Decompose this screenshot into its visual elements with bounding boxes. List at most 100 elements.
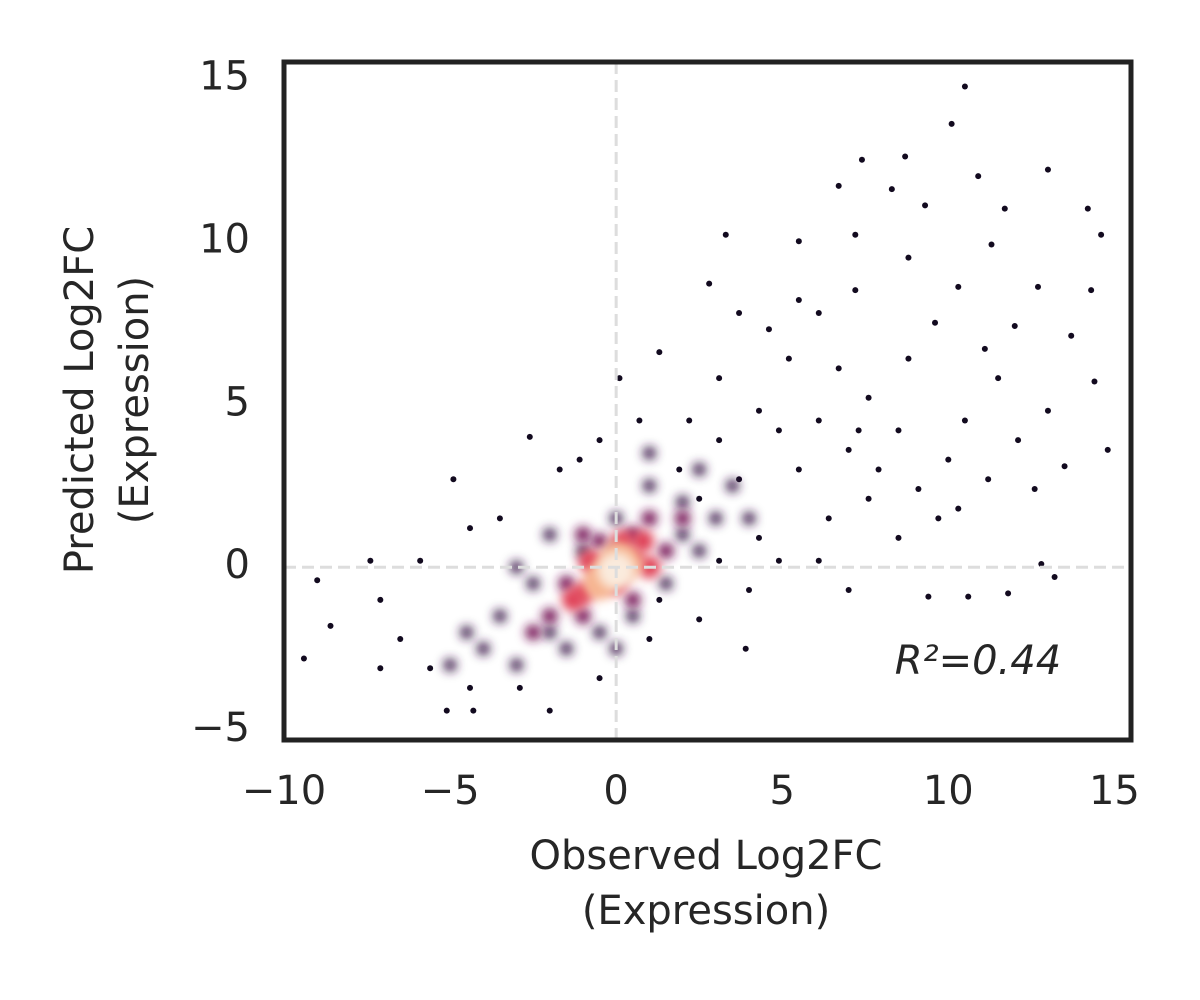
point: [526, 433, 533, 440]
point: [377, 665, 384, 672]
point: [852, 287, 859, 294]
point: [596, 437, 603, 444]
point: [676, 466, 683, 473]
point: [467, 684, 474, 691]
point: [955, 505, 962, 512]
point: [656, 596, 663, 603]
x-tick-label: −10: [242, 768, 326, 814]
point: [736, 476, 743, 483]
point: [642, 446, 656, 460]
point: [543, 528, 557, 542]
y-axis-label: (Expression): [112, 276, 158, 524]
point: [835, 365, 842, 372]
point: [709, 511, 723, 525]
point: [965, 593, 972, 600]
point: [765, 326, 772, 333]
point: [795, 296, 802, 303]
point: [443, 658, 457, 672]
point: [785, 355, 792, 362]
point: [742, 511, 756, 525]
annotation: R²=0.44: [895, 638, 1061, 684]
point: [509, 658, 524, 672]
point: [574, 526, 592, 543]
y-axis-label: Predicted Log2FC: [57, 226, 103, 574]
point: [932, 319, 939, 326]
point: [300, 655, 307, 662]
point: [476, 642, 490, 656]
x-tick-label: −5: [421, 768, 480, 814]
point: [742, 645, 749, 652]
point: [746, 587, 753, 594]
point: [905, 254, 912, 261]
point: [865, 495, 872, 502]
point: [948, 120, 955, 127]
point: [716, 437, 723, 444]
x-tick-label: 10: [923, 768, 974, 814]
point: [676, 528, 690, 542]
point: [696, 495, 703, 502]
point: [795, 466, 802, 473]
point: [1091, 378, 1098, 385]
point: [775, 557, 782, 564]
point: [636, 417, 643, 424]
point: [961, 417, 968, 424]
point: [493, 609, 507, 623]
point: [1044, 166, 1051, 173]
point: [467, 525, 474, 532]
point: [1038, 560, 1045, 567]
point: [716, 557, 723, 564]
point: [706, 280, 713, 287]
x-axis-label: Observed Log2FC: [530, 833, 883, 879]
point: [858, 156, 865, 163]
point: [716, 375, 723, 382]
point: [1088, 287, 1095, 294]
point: [725, 479, 739, 493]
x-tick-label: 0: [603, 768, 628, 814]
x-tick-label: 15: [1089, 768, 1140, 814]
point: [686, 417, 693, 424]
point: [1098, 231, 1105, 238]
point: [895, 534, 902, 541]
point: [1034, 283, 1041, 290]
point: [642, 479, 656, 493]
point: [1005, 590, 1012, 597]
point: [525, 624, 542, 641]
point: [574, 608, 592, 625]
point: [1011, 323, 1018, 330]
point: [925, 593, 932, 600]
point: [915, 486, 922, 493]
point: [922, 202, 929, 209]
point: [888, 186, 895, 193]
point: [367, 557, 374, 564]
point: [543, 625, 557, 640]
point: [1051, 574, 1058, 581]
point: [1015, 437, 1022, 444]
point: [895, 427, 902, 434]
point: [696, 616, 703, 623]
point: [576, 456, 583, 463]
point: [755, 407, 762, 414]
point: [692, 462, 706, 477]
point: [1084, 205, 1091, 212]
point: [825, 515, 832, 522]
point: [558, 575, 575, 592]
point: [905, 355, 912, 362]
point: [815, 557, 822, 564]
point: [815, 417, 822, 424]
point: [736, 309, 743, 316]
point: [722, 231, 729, 238]
point: [596, 675, 603, 682]
point: [995, 375, 1002, 382]
point: [815, 309, 822, 316]
point: [1068, 332, 1075, 339]
point: [450, 476, 457, 483]
point: [624, 591, 641, 608]
reference-lines: [284, 62, 1131, 740]
point: [1044, 407, 1051, 414]
point: [835, 182, 842, 189]
plot-frame: [281, 59, 1134, 743]
point: [656, 349, 663, 356]
point: [855, 427, 862, 434]
point: [985, 476, 992, 483]
